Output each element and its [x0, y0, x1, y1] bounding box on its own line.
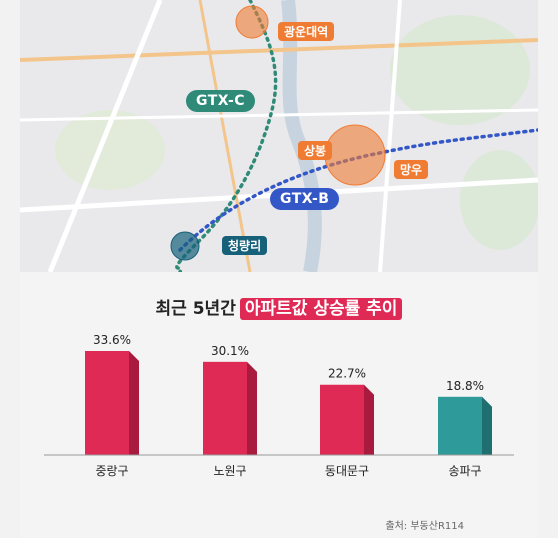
source-note: 출처: 부동산R114	[385, 521, 464, 532]
gwangun-station-label: 광운대역	[278, 22, 335, 41]
chart-plot: 33.6% 중랑구 30.1% 노원구 22.7% 동대문구 18.8% 송파구	[44, 333, 514, 478]
bar-동대문구	[320, 384, 364, 455]
sangbong-station-label: 상봉	[298, 141, 333, 160]
bar-side-송파구	[482, 396, 492, 455]
park-area	[460, 150, 538, 250]
category-label: 중랑구	[95, 464, 128, 478]
gtx-c-label: GTX-C	[186, 90, 256, 112]
category-label: 노원구	[213, 464, 246, 478]
chart-title: 최근 5년간 아파트값 상승률 추이	[20, 294, 538, 320]
road	[20, 108, 538, 122]
category-label: 송파구	[448, 464, 481, 478]
gwangun-station-marker	[235, 5, 269, 39]
category-label: 동대문구	[325, 464, 369, 478]
mangu-station-label: 망우	[394, 160, 429, 179]
chart-title-highlight: 아파트값 상승률 추이	[239, 298, 403, 320]
value-label: 18.8%	[446, 379, 484, 393]
bar-노원구	[203, 361, 247, 455]
bar-side-노원구	[247, 361, 257, 455]
gtx-b-line	[178, 128, 538, 252]
road	[378, 0, 402, 272]
bar-중랑구	[85, 351, 129, 455]
park-area	[55, 110, 165, 190]
sangbong-mangu-marker	[324, 124, 386, 186]
value-label: 30.1%	[211, 344, 249, 358]
route-map: GTX-C GTX-B 광운대역 상봉 망우 청량리	[20, 0, 538, 272]
bar-chart: 최근 5년간 아파트값 상승률 추이 33.6% 중랑구 30.1% 노원구 22.7% 동…	[20, 272, 538, 538]
road	[198, 0, 252, 272]
bar-side-동대문구	[364, 384, 374, 455]
map-background	[20, 0, 538, 272]
park-area	[390, 15, 530, 125]
value-label: 22.7%	[328, 367, 366, 381]
gtx-c-line	[175, 0, 278, 272]
cheongnyang-station-label: 청량리	[222, 236, 268, 255]
road	[47, 0, 163, 272]
cheongnyang-station-marker	[170, 231, 200, 261]
chart-title-prefix: 최근 5년간	[155, 299, 236, 319]
value-label: 33.6%	[93, 333, 131, 347]
gtx-b-label: GTX-B	[270, 188, 340, 210]
road	[20, 38, 538, 62]
bar-side-중랑구	[129, 351, 139, 455]
bar-송파구	[438, 396, 482, 455]
